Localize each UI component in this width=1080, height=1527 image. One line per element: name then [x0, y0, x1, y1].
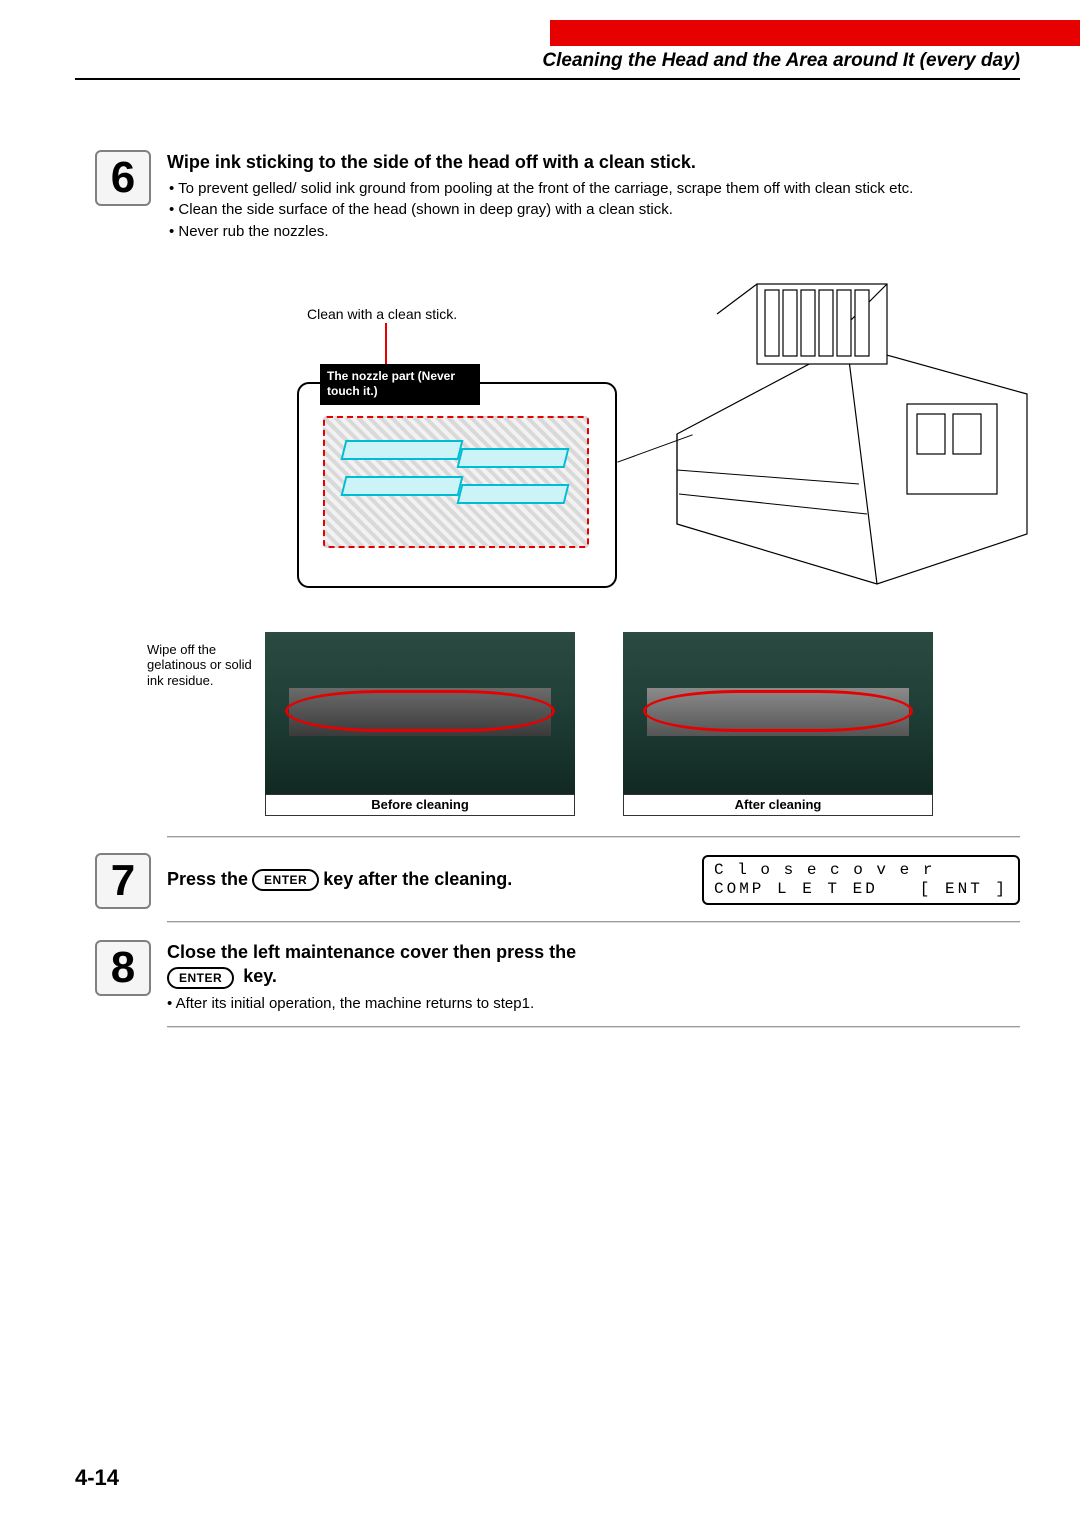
step-8: 8 Close the left maintenance cover then …	[95, 940, 1020, 1027]
nozzle-slot-highlight	[457, 484, 570, 504]
step6-bullet: Clean the side surface of the head (show…	[169, 200, 1020, 220]
machine-illustration	[617, 254, 1037, 594]
enter-key-icon: ENTER	[252, 869, 319, 891]
head-diagram: Clean with a clean stick. The nozzle par…	[237, 260, 1020, 602]
step6-bullet: Never rub the nozzles.	[169, 222, 1020, 242]
step-separator	[167, 836, 1020, 837]
header-accent-bar	[550, 20, 1080, 46]
step6-bullet: To prevent gelled/ solid ink ground from…	[169, 179, 1020, 199]
wipe-off-label: Wipe off the gelatinous or solid ink res…	[147, 632, 265, 689]
step7-text-after: key after the cleaning.	[323, 869, 512, 890]
nozzle-slot-highlight	[341, 440, 464, 460]
step6-bullets: To prevent gelled/ solid ink ground from…	[167, 179, 1020, 242]
step-separator	[167, 1026, 1020, 1027]
nozzle-warning-label: The nozzle part (Never touch it.)	[320, 364, 480, 405]
header-title: Cleaning the Head and the Area around It…	[542, 50, 1020, 72]
step-number-badge: 8	[95, 940, 151, 996]
after-photo-cell: After cleaning	[623, 632, 933, 816]
step7-text-before: Press the	[167, 869, 248, 890]
highlight-ellipse	[643, 690, 913, 732]
highlight-ellipse	[285, 690, 555, 732]
enter-key-icon: ENTER	[167, 967, 234, 989]
page-header: Cleaning the Head and the Area around It…	[0, 0, 1080, 100]
nozzle-slot-highlight	[341, 476, 464, 496]
clean-stick-label: Clean with a clean stick.	[307, 306, 457, 322]
step-7: 7 Press the ENTER key after the cleaning…	[95, 855, 1020, 922]
step8-title-line2: key.	[243, 966, 277, 986]
lcd-line-2-left: COMP L E T ED	[714, 880, 878, 899]
step7-instruction: Press the ENTER key after the cleaning.	[167, 869, 512, 891]
lcd-line-2-right: [ ENT ]	[920, 880, 1008, 899]
step8-title-line1: Close the left maintenance cover then pr…	[167, 942, 576, 962]
step-number-badge: 6	[95, 150, 151, 206]
header-rule	[75, 78, 1020, 80]
step-number-badge: 7	[95, 853, 151, 909]
before-caption: Before cleaning	[265, 794, 575, 816]
after-photo: After cleaning	[623, 632, 933, 816]
before-photo-cell: Before cleaning	[265, 632, 575, 816]
lcd-display: C l o s e c o v e r COMP L E T ED [ ENT …	[702, 855, 1020, 905]
step8-title: Close the left maintenance cover then pr…	[167, 940, 1020, 989]
step-separator	[167, 921, 1020, 922]
head-closeup-frame	[297, 382, 617, 588]
nozzle-slot-highlight	[457, 448, 570, 468]
step6-title: Wipe ink sticking to the side of the hea…	[167, 152, 1020, 173]
head-dashed-area	[323, 416, 589, 548]
page-number: 4-14	[75, 1465, 119, 1491]
before-photo: Before cleaning	[265, 632, 575, 816]
after-caption: After cleaning	[623, 794, 933, 816]
before-after-row: Wipe off the gelatinous or solid ink res…	[147, 632, 1020, 816]
step8-subtext: After its initial operation, the machine…	[167, 995, 1020, 1012]
step-6: 6 Wipe ink sticking to the side of the h…	[95, 150, 1020, 837]
lcd-line-1: C l o s e c o v e r	[714, 861, 1008, 880]
